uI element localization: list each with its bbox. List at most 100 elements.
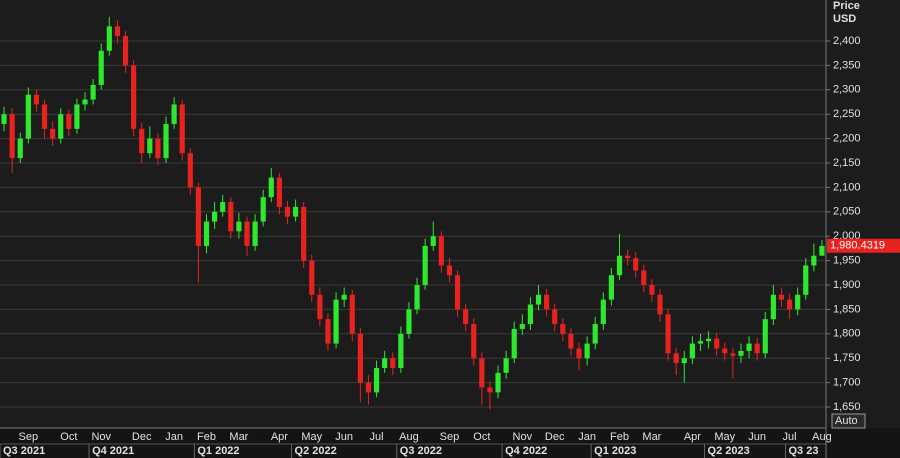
quarter-label: Q4 2021 xyxy=(92,445,134,457)
y-tick-label: 2,250 xyxy=(833,108,861,120)
candle-body xyxy=(139,128,145,154)
candle-body xyxy=(770,294,776,320)
candle-body xyxy=(819,245,825,256)
y-tick-label: 2,050 xyxy=(833,206,861,218)
candle-body xyxy=(398,333,404,368)
candle-body xyxy=(584,343,590,359)
candle-body xyxy=(438,236,444,266)
candle-body xyxy=(50,128,56,139)
candle-body xyxy=(292,206,299,217)
candle-body xyxy=(90,84,96,100)
candle-body xyxy=(487,387,493,393)
quarter-label: Q3 2022 xyxy=(400,445,442,457)
candle-body xyxy=(479,358,485,388)
auto-button[interactable] xyxy=(831,413,866,429)
candle-body xyxy=(568,333,574,349)
candle-body xyxy=(446,265,453,276)
candle-body xyxy=(657,294,663,315)
last-price-label: 1,980.4319 xyxy=(830,240,885,252)
y-tick-label: 1,900 xyxy=(833,279,861,291)
candle-body xyxy=(373,367,380,393)
candle-body xyxy=(576,348,582,359)
y-tick-label: 2,400 xyxy=(833,35,861,47)
candle-body xyxy=(382,358,388,368)
y-tick-label: 1,750 xyxy=(833,352,861,364)
candle-body xyxy=(41,104,48,129)
x-tick-label: Dec xyxy=(132,431,152,443)
candle-body xyxy=(349,294,355,334)
candle-body xyxy=(495,372,501,393)
y-tick-label: 1,850 xyxy=(833,303,861,315)
candle-body xyxy=(66,114,72,129)
x-tick-label: Nov xyxy=(513,431,533,443)
quarter-label: Q4 2022 xyxy=(505,445,547,457)
candle-body xyxy=(697,341,704,344)
y-tick-label: 1,800 xyxy=(833,328,861,340)
candle-body xyxy=(722,348,728,354)
candle-body xyxy=(689,343,695,359)
candle-body xyxy=(1,114,7,124)
y-tick-label: 2,200 xyxy=(833,133,861,145)
auto-button-label[interactable]: Auto xyxy=(835,415,858,427)
candle-body xyxy=(422,245,428,286)
candle-body xyxy=(705,338,712,342)
y-tick-label: 2,100 xyxy=(833,181,861,193)
x-tick-label: Feb xyxy=(610,431,629,443)
x-tick-label: Nov xyxy=(91,431,111,443)
candle-body xyxy=(333,299,339,344)
candle-body xyxy=(98,50,104,85)
candle-body xyxy=(33,94,40,105)
candle-body xyxy=(171,104,177,124)
x-tick-label: Jul xyxy=(783,431,797,443)
candle-body xyxy=(252,221,258,246)
candle-body xyxy=(778,294,785,300)
candle-body xyxy=(673,353,679,364)
candle-body xyxy=(430,236,436,246)
candle-body xyxy=(147,138,153,154)
candle-body xyxy=(357,333,363,383)
candle-body xyxy=(503,358,509,373)
candle-body xyxy=(511,328,517,359)
quarter-label: Q3 23 xyxy=(789,445,819,457)
x-axis-band xyxy=(0,428,900,458)
x-tick-label: Jan xyxy=(165,431,183,443)
candle-body xyxy=(25,94,31,139)
candle-body xyxy=(317,294,323,320)
x-tick-label: Jul xyxy=(370,431,384,443)
candle-body xyxy=(179,104,185,154)
candle-body xyxy=(608,275,614,300)
y-tick-label: 1,950 xyxy=(833,255,861,267)
candle-body xyxy=(187,153,193,188)
candle-body xyxy=(738,350,744,356)
candle-body xyxy=(309,260,315,295)
candle-body xyxy=(228,202,234,232)
candle-body xyxy=(714,338,720,349)
x-tick-label: Aug xyxy=(812,431,832,443)
y-tick-label: 2,150 xyxy=(833,157,861,169)
candle-body xyxy=(746,343,752,351)
x-tick-label: Dec xyxy=(545,431,565,443)
candle-body xyxy=(463,309,469,325)
y-tick-label: 1,700 xyxy=(833,377,861,389)
candle-body xyxy=(74,104,80,129)
x-tick-label: Jun xyxy=(335,431,353,443)
candle-body xyxy=(325,319,331,344)
x-tick-label: Oct xyxy=(60,431,77,443)
candle-body xyxy=(471,324,477,359)
candle-body xyxy=(811,255,817,266)
candle-body xyxy=(414,285,420,310)
candle-body xyxy=(236,221,242,232)
candle-body xyxy=(681,358,687,364)
candle-body xyxy=(754,343,760,354)
candle-body xyxy=(390,358,396,368)
candle-body xyxy=(244,221,250,246)
y-tick-label: 2,300 xyxy=(833,84,861,96)
candle-body xyxy=(649,285,655,295)
x-tick-label: Sep xyxy=(19,431,39,443)
candle-body xyxy=(106,26,112,51)
quarter-label: Q3 2021 xyxy=(3,445,45,457)
candle-body xyxy=(406,309,412,334)
candle-body xyxy=(260,197,266,222)
